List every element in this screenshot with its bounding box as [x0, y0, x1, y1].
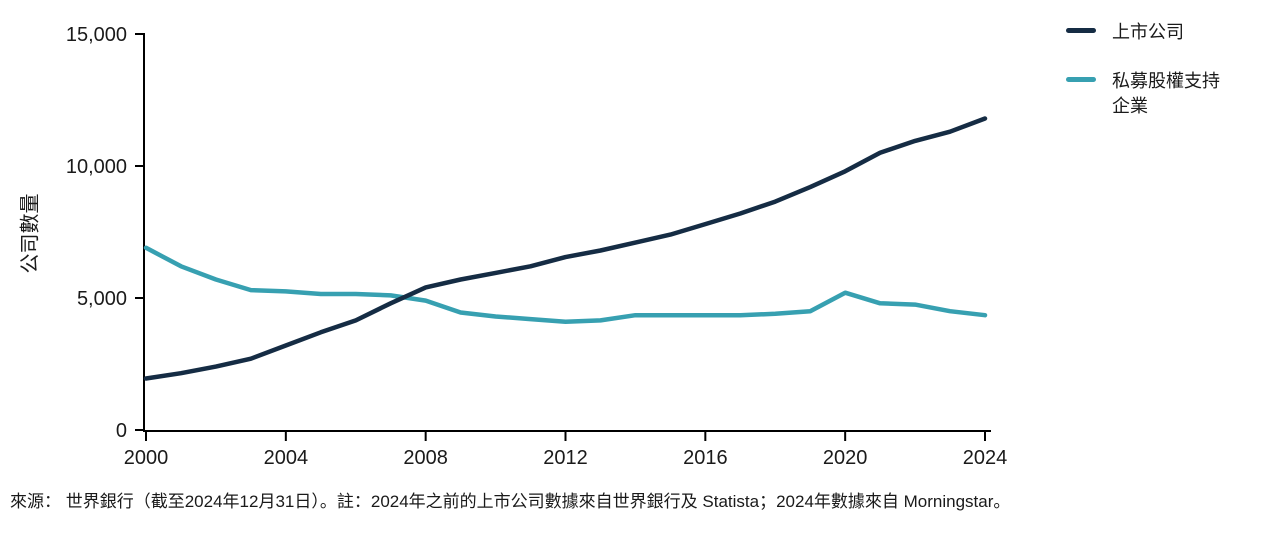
series-line-1: [143, 245, 988, 325]
legend-label-listed-companies: 上市公司: [1112, 22, 1184, 42]
legend-item-listed-companies: 上市公司: [1066, 20, 1266, 45]
x-tick-label: 2000: [124, 447, 169, 469]
legend-label-pe-backed: 私募股權支持企業: [1112, 71, 1220, 117]
series-line-0: [143, 116, 988, 381]
legend: 上市公司 私募股權支持企業: [1066, 20, 1266, 144]
source-note: 來源： 世界銀行（截至2024年12月31日）。註：2024年之前的上市公司數據…: [10, 492, 1011, 511]
y-tick-label: 0: [116, 420, 127, 442]
line-chart: 0 5,000 10,000 15,000 2000 2004 2008 2012 2016 20…: [66, 24, 1008, 469]
x-tick-label: 2016: [683, 447, 728, 469]
y-tick-label: 15,000: [66, 24, 127, 46]
x-tick-label: 2008: [403, 447, 448, 469]
x-tick-label: 2024: [963, 447, 1008, 469]
legend-swatch-pe-backed: [1066, 77, 1096, 83]
x-tick-label: 2020: [823, 447, 868, 469]
x-tick-label: 2004: [264, 447, 309, 469]
y-tick-label: 10,000: [66, 156, 127, 178]
y-tick-label: 5,000: [77, 288, 127, 310]
x-tick-label: 2012: [543, 447, 588, 469]
legend-item-pe-backed: 私募股權支持企業: [1066, 69, 1266, 119]
legend-swatch-listed-companies: [1066, 28, 1096, 33]
